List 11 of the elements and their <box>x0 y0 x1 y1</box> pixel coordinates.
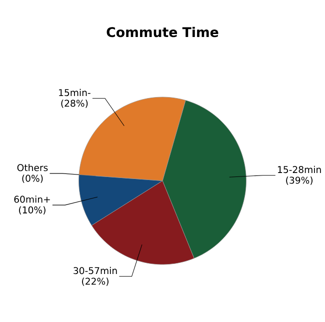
category-label: Others <box>17 164 48 172</box>
data-label: (39%) <box>286 176 313 185</box>
slice-label: 60min+ <box>14 195 50 203</box>
data-label: (10%) <box>19 206 46 214</box>
data-label: (22%) <box>82 277 108 286</box>
text: (0%) <box>22 174 43 183</box>
slice-label: 15-28min <box>278 166 321 173</box>
chart-title: Commute Time <box>106 26 218 38</box>
slice-label: 30-57min <box>74 266 117 274</box>
slice-label: 15min- <box>59 88 90 96</box>
data-label: (28%) <box>61 99 88 108</box>
